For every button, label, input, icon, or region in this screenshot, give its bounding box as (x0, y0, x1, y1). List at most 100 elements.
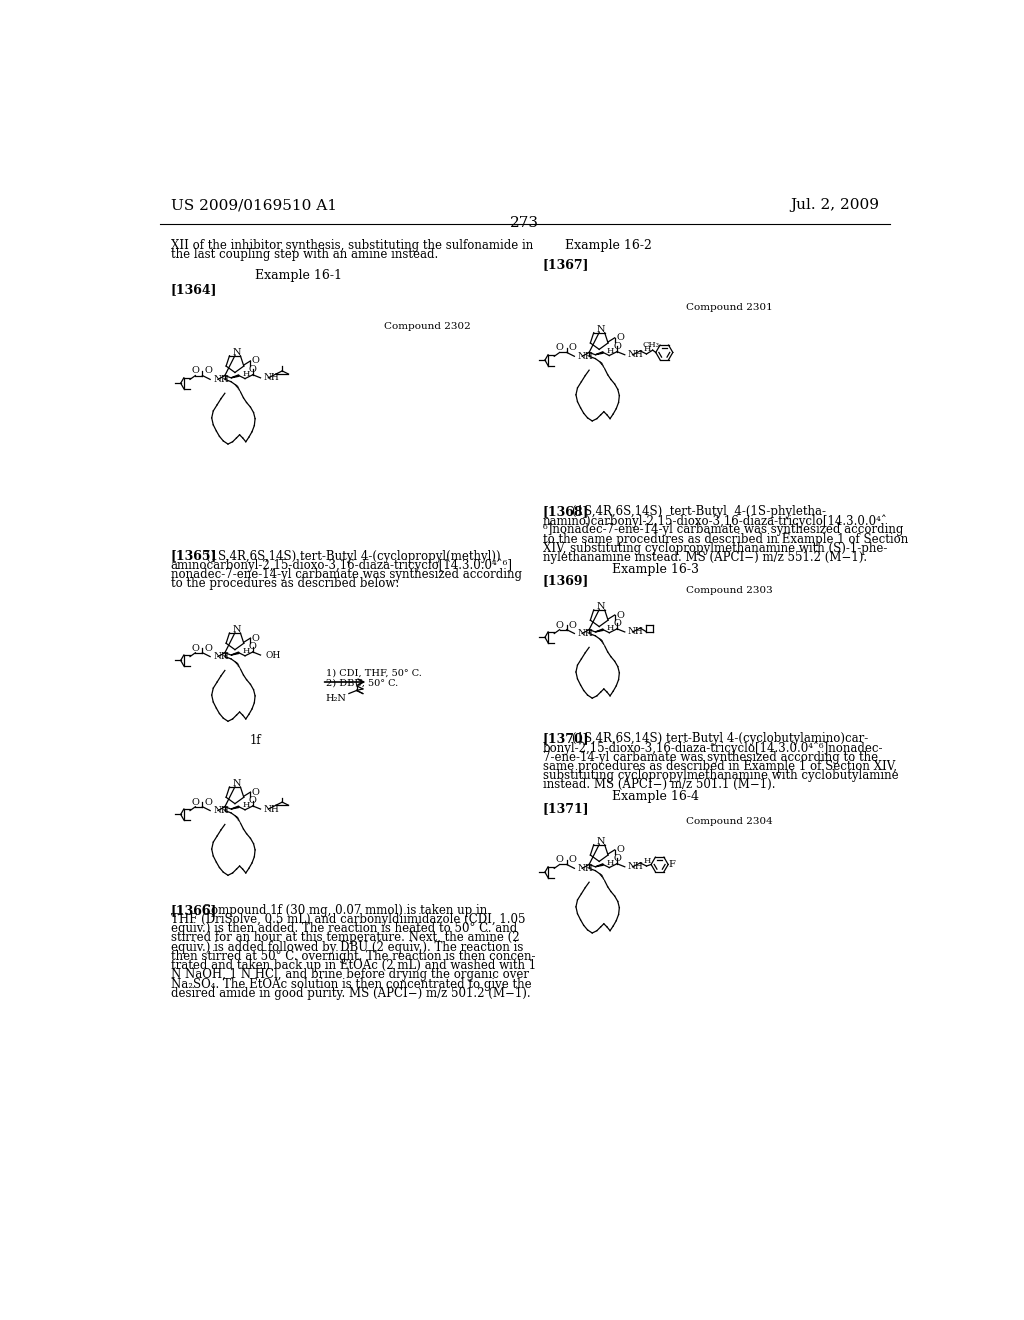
Text: desired amide in good purity. MS (APCI−) m/z 501.2 (M−1).: desired amide in good purity. MS (APCI−)… (171, 987, 530, 1001)
Text: NH: NH (578, 863, 593, 873)
Text: [1368]: [1368] (543, 506, 589, 517)
Text: Example 16-1: Example 16-1 (255, 268, 342, 281)
Text: to the procedures as described below:: to the procedures as described below: (171, 577, 399, 590)
Text: N: N (232, 626, 241, 634)
Text: N: N (232, 779, 241, 788)
Text: O: O (205, 644, 213, 652)
Text: equiv.) is then added. The reaction is heated to 50° C. and: equiv.) is then added. The reaction is h… (171, 923, 517, 936)
Text: NH: NH (628, 350, 644, 359)
Text: same procedures as described in Example 1 of Section XIV,: same procedures as described in Example … (543, 760, 897, 772)
Text: N: N (597, 837, 605, 846)
Text: O: O (616, 611, 624, 619)
Text: equiv.) is added followed by DBU (2 equiv.). The reaction is: equiv.) is added followed by DBU (2 equi… (171, 941, 523, 954)
Text: (1S,4R,6S,14S) tert-Butyl 4-(cyclobutylamino)car-: (1S,4R,6S,14S) tert-Butyl 4-(cyclobutyla… (572, 733, 868, 744)
Text: O: O (556, 620, 563, 630)
Text: (1S,4R,6S,14S)  tert-Butyl  4-(1S-phyletha-: (1S,4R,6S,14S) tert-Butyl 4-(1S-phyletha… (572, 506, 826, 517)
Text: Compound 1f (30 mg, 0.07 mmol) is taken up in: Compound 1f (30 mg, 0.07 mmol) is taken … (202, 904, 486, 917)
Text: substituting cyclopropylmethanamine with cyclobutylamine: substituting cyclopropylmethanamine with… (543, 770, 898, 781)
Text: NH: NH (213, 807, 229, 814)
Text: O: O (556, 343, 563, 352)
Text: nonadec-7-ene-14-yl carbamate was synthesized according: nonadec-7-ene-14-yl carbamate was synthe… (171, 568, 521, 581)
Text: 7-ene-14-yl carbamate was synthesized according to the: 7-ene-14-yl carbamate was synthesized ac… (543, 751, 878, 763)
Polygon shape (595, 863, 603, 867)
Text: O: O (205, 797, 213, 807)
Text: ⁶]nonadec-7-ene-14-yl carbamate was synthesized according: ⁶]nonadec-7-ene-14-yl carbamate was synt… (543, 524, 903, 536)
Text: N: N (597, 602, 605, 611)
Text: O: O (613, 619, 621, 628)
Text: O: O (249, 796, 257, 805)
Text: O: O (556, 855, 563, 865)
Text: [1371]: [1371] (543, 803, 589, 816)
Text: O: O (569, 620, 577, 630)
Text: Example 16-4: Example 16-4 (611, 789, 698, 803)
Text: NH: NH (578, 352, 593, 360)
Text: NH: NH (263, 374, 280, 383)
Text: aminocarbonyl-2,15-dioxo-3,16-diaza-tricyclo[14.3.0.0⁴ˆ⁶]: aminocarbonyl-2,15-dioxo-3,16-diaza-tric… (171, 558, 513, 573)
Text: H: H (606, 624, 613, 632)
Polygon shape (231, 375, 239, 378)
Text: [1366]: [1366] (171, 904, 217, 917)
Text: H: H (242, 647, 250, 655)
Text: [1365]: [1365] (171, 549, 217, 562)
Text: O: O (205, 367, 213, 375)
Text: 2) DBU, 50° C.: 2) DBU, 50° C. (326, 678, 398, 688)
Text: XIV, substituting cyclopropylmethanamine with (S)-1-phe-: XIV, substituting cyclopropylmethanamine… (543, 543, 887, 554)
Text: H: H (643, 858, 651, 866)
Text: O: O (249, 642, 257, 651)
Text: Compound 2302: Compound 2302 (384, 322, 470, 331)
Text: O: O (569, 343, 577, 352)
Text: trated and taken back up in EtOAc (2 mL) and washed with 1: trated and taken back up in EtOAc (2 mL)… (171, 960, 536, 973)
Text: Example 16-2: Example 16-2 (565, 239, 652, 252)
Text: Compound 2301: Compound 2301 (686, 304, 773, 312)
Text: H₂N: H₂N (326, 693, 346, 702)
Text: (1S,4R,6S,14S) tert-Butyl 4-(cyclopropyl(methyl)): (1S,4R,6S,14S) tert-Butyl 4-(cyclopropyl… (206, 549, 500, 562)
Text: [1367]: [1367] (543, 259, 589, 272)
Text: [1364]: [1364] (171, 284, 217, 296)
Text: N NaOH, 1 N HCl, and brine before drying the organic over: N NaOH, 1 N HCl, and brine before drying… (171, 969, 528, 982)
Text: instead. MS (APCI−) m/z 501.1 (M−1).: instead. MS (APCI−) m/z 501.1 (M−1). (543, 779, 775, 791)
Text: NH: NH (213, 652, 229, 661)
Text: Compound 2304: Compound 2304 (686, 817, 773, 826)
Text: OH: OH (265, 651, 281, 660)
Text: NH: NH (578, 630, 593, 638)
Text: O: O (616, 845, 624, 854)
Text: NH: NH (263, 805, 280, 813)
Polygon shape (231, 652, 239, 655)
Text: O: O (613, 342, 621, 351)
Text: THF (DriSolve, 0.5 mL) and carbonyldiimidazole (CDI, 1.05: THF (DriSolve, 0.5 mL) and carbonyldiimi… (171, 913, 525, 927)
Text: O: O (252, 788, 260, 796)
Text: [1369]: [1369] (543, 574, 589, 587)
Text: bonyl-2,15-dioxo-3,16-diaza-tricyclo[14.3.0.0⁴ˆ⁶]nonadec-: bonyl-2,15-dioxo-3,16-diaza-tricyclo[14.… (543, 742, 883, 755)
Text: O: O (616, 334, 624, 342)
Text: O: O (613, 854, 621, 863)
Text: N: N (232, 348, 241, 356)
Text: nylethanamine instead. MS (APCI−) m/z 551.2 (M−1).: nylethanamine instead. MS (APCI−) m/z 55… (543, 552, 866, 564)
Text: H: H (242, 370, 250, 378)
Text: O: O (191, 367, 200, 375)
Text: O: O (252, 634, 260, 643)
Text: [1370]: [1370] (543, 733, 589, 744)
Text: CH₃: CH₃ (643, 341, 659, 348)
Text: XII of the inhibitor synthesis, substituting the sulfonamide in: XII of the inhibitor synthesis, substitu… (171, 239, 532, 252)
Text: NH: NH (628, 627, 644, 636)
Text: O: O (249, 364, 257, 374)
Text: 1f: 1f (250, 734, 262, 747)
Text: N: N (597, 325, 605, 334)
Text: then stirred at 50° C. overnight. The reaction is then concen-: then stirred at 50° C. overnight. The re… (171, 950, 536, 964)
Text: O: O (191, 644, 200, 652)
Text: namino)carbonyl-2,15-dioxo-3,16-diaza-tricyclo[14.3.0.0⁴ˆ: namino)carbonyl-2,15-dioxo-3,16-diaza-tr… (543, 515, 888, 528)
Text: H: H (643, 346, 651, 354)
Text: Example 16-3: Example 16-3 (611, 562, 698, 576)
Text: to the same procedures as described in Example 1 of Section: to the same procedures as described in E… (543, 533, 908, 545)
Text: O: O (569, 855, 577, 865)
Text: F: F (669, 861, 676, 869)
Polygon shape (595, 351, 603, 355)
Text: O: O (252, 356, 260, 366)
Text: Compound 2303: Compound 2303 (686, 586, 773, 595)
Polygon shape (231, 807, 239, 809)
Text: the last coupling step with an amine instead.: the last coupling step with an amine ins… (171, 248, 438, 261)
Text: O: O (191, 797, 200, 807)
Text: H: H (242, 801, 250, 809)
Text: 273: 273 (510, 216, 540, 230)
Text: US 2009/0169510 A1: US 2009/0169510 A1 (171, 198, 337, 213)
